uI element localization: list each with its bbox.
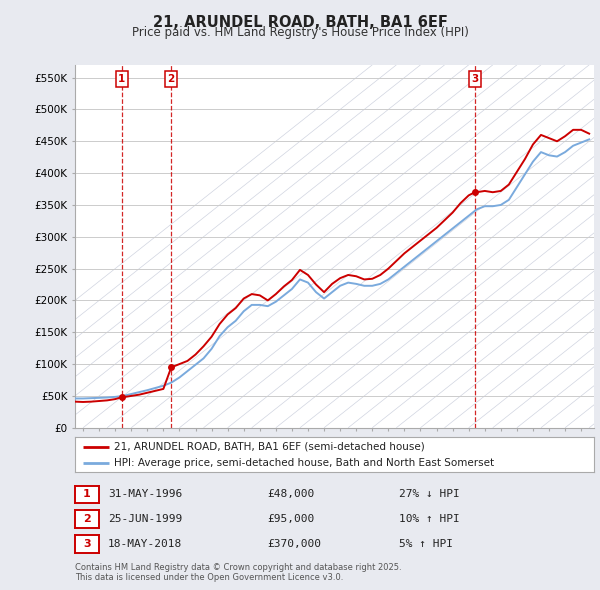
Text: Price paid vs. HM Land Registry's House Price Index (HPI): Price paid vs. HM Land Registry's House … <box>131 26 469 39</box>
Text: £370,000: £370,000 <box>267 539 321 549</box>
Text: 2: 2 <box>83 514 91 524</box>
Text: 10% ↑ HPI: 10% ↑ HPI <box>399 514 460 524</box>
Text: £95,000: £95,000 <box>267 514 314 524</box>
Text: 5% ↑ HPI: 5% ↑ HPI <box>399 539 453 549</box>
Text: 25-JUN-1999: 25-JUN-1999 <box>108 514 182 524</box>
Text: 21, ARUNDEL ROAD, BATH, BA1 6EF (semi-detached house): 21, ARUNDEL ROAD, BATH, BA1 6EF (semi-de… <box>114 441 425 451</box>
Text: 1: 1 <box>118 74 125 84</box>
Text: HPI: Average price, semi-detached house, Bath and North East Somerset: HPI: Average price, semi-detached house,… <box>114 458 494 468</box>
Text: 18-MAY-2018: 18-MAY-2018 <box>108 539 182 549</box>
Text: 21, ARUNDEL ROAD, BATH, BA1 6EF: 21, ARUNDEL ROAD, BATH, BA1 6EF <box>152 15 448 30</box>
Text: £48,000: £48,000 <box>267 490 314 499</box>
Text: 31-MAY-1996: 31-MAY-1996 <box>108 490 182 499</box>
Text: 2: 2 <box>167 74 175 84</box>
Text: Contains HM Land Registry data © Crown copyright and database right 2025.
This d: Contains HM Land Registry data © Crown c… <box>75 563 401 582</box>
Text: 3: 3 <box>471 74 478 84</box>
Text: 27% ↓ HPI: 27% ↓ HPI <box>399 490 460 499</box>
Text: 1: 1 <box>83 490 91 499</box>
Text: 3: 3 <box>83 539 91 549</box>
